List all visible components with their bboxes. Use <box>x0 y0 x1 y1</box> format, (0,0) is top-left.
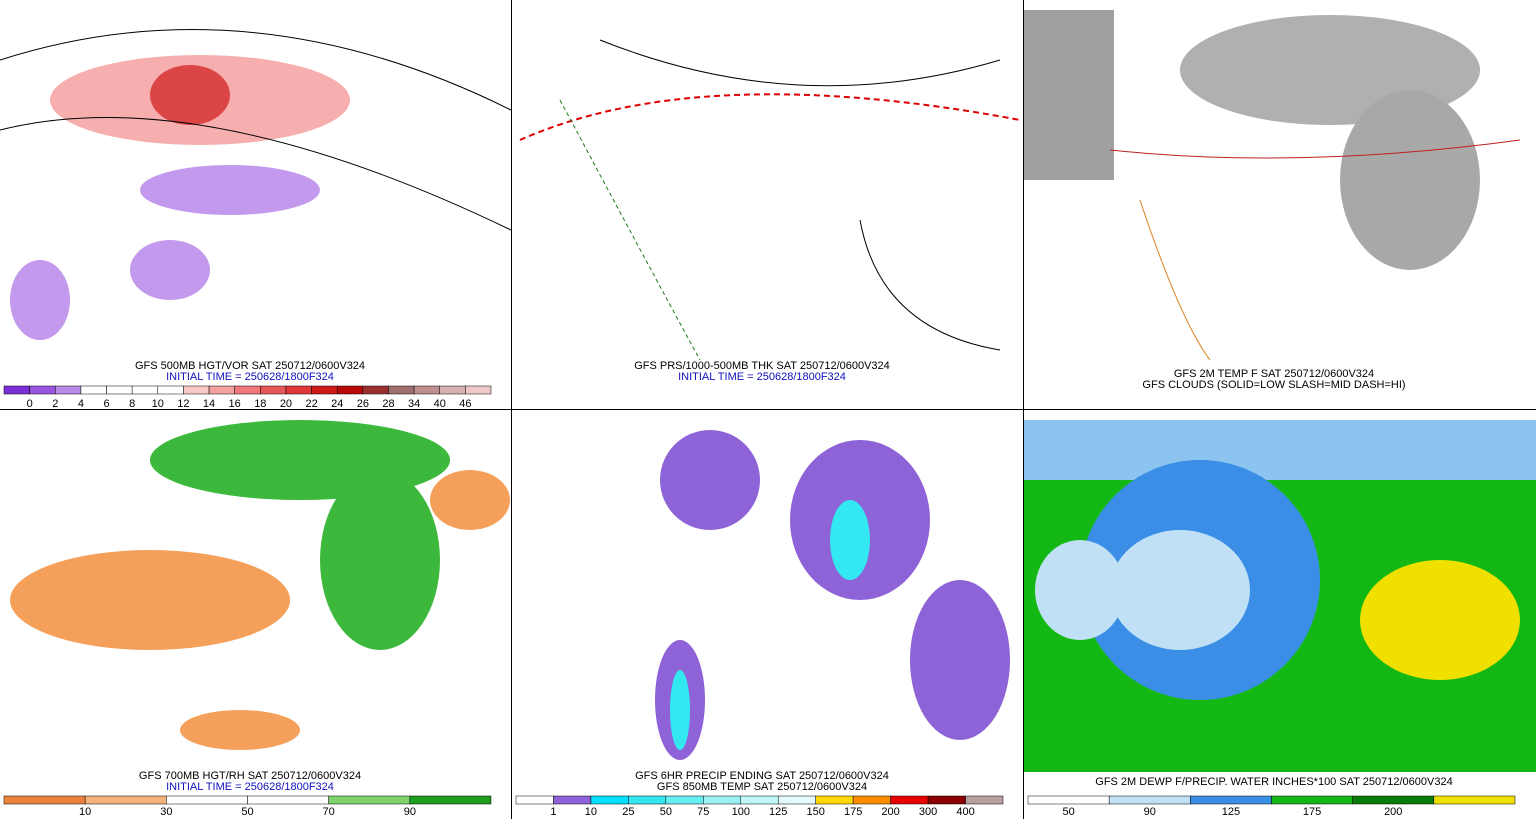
caption: GFS 500MB HGT/VOR SAT 250712/0600V324 <box>135 360 365 372</box>
colorbar-label: 0 <box>27 398 33 410</box>
colorbar-label: 6 <box>103 398 109 410</box>
colorbar-segment <box>590 795 629 805</box>
colorbar-label: 14 <box>203 398 215 410</box>
colorbar-segment <box>1433 795 1516 805</box>
colorbar-segment <box>1271 795 1353 805</box>
colorbar-label: 2 <box>52 398 58 410</box>
caption: GFS 700MB HGT/RH SAT 250712/0600V324 <box>139 770 361 782</box>
colorbar-segment <box>29 385 56 395</box>
colorbar-label: 25 <box>622 806 634 818</box>
colorbar-label: 1 <box>550 806 556 818</box>
colorbar-segment <box>106 385 133 395</box>
colorbar-segment <box>965 795 1004 805</box>
colorbar-segment <box>336 385 364 395</box>
colorbar-segment <box>1352 795 1435 805</box>
colorbar-label: 12 <box>177 398 189 410</box>
colorbar-label: 50 <box>660 806 672 818</box>
colorbar-label: 18 <box>254 398 266 410</box>
caption: INITIAL TIME = 250628/1800F324 <box>678 371 846 383</box>
colorbar-segment <box>439 385 466 395</box>
colorbar-label: 26 <box>357 398 369 410</box>
colorbar-label: 16 <box>229 398 241 410</box>
colorbar-segment <box>815 795 854 805</box>
colorbar-segment <box>515 795 554 805</box>
colorbar-segment <box>927 795 966 805</box>
colorbar-segment <box>409 795 492 805</box>
colorbar-segment <box>413 385 440 395</box>
colorbar-segment <box>1190 795 1272 805</box>
colorbar-segment <box>628 795 667 805</box>
colorbar-label: 70 <box>323 806 335 818</box>
colorbar-label: 100 <box>732 806 750 818</box>
colorbar-segment <box>55 385 82 395</box>
colorbar-segment <box>1108 795 1191 805</box>
caption: GFS CLOUDS (SOLID=LOW SLASH=MID DASH=HI) <box>1142 379 1405 391</box>
colorbar-label: 125 <box>1222 806 1240 818</box>
colorbar-segment <box>328 795 411 805</box>
colorbar-label: 200 <box>881 806 899 818</box>
colorbar-label: 30 <box>160 806 172 818</box>
colorbar-segment <box>777 795 816 805</box>
colorbar-label: 10 <box>585 806 597 818</box>
colorbar-segment <box>80 385 107 395</box>
colorbar-segment <box>1027 795 1110 805</box>
colorbar-segment <box>3 385 30 395</box>
caption: GFS 850MB TEMP SAT 250712/0600V324 <box>657 781 867 793</box>
colorbar-segment <box>665 795 704 805</box>
colorbar-segment <box>362 385 389 395</box>
colorbar-label: 175 <box>844 806 862 818</box>
colorbar-label: 8 <box>129 398 135 410</box>
colorbar-segment <box>234 385 261 395</box>
colorbar-label: 125 <box>769 806 787 818</box>
colorbar-label: 28 <box>382 398 394 410</box>
colorbar-segment <box>465 385 492 395</box>
colorbar-label: 300 <box>919 806 937 818</box>
caption: GFS PRS/1000-500MB THK SAT 250712/0600V3… <box>634 360 890 372</box>
colorbar-segment <box>247 795 329 805</box>
colorbar-label: 46 <box>459 398 471 410</box>
colorbar-label: 24 <box>331 398 343 410</box>
colorbar-label: 20 <box>280 398 292 410</box>
colorbar-segment <box>157 385 184 395</box>
colorbar-segment <box>740 795 779 805</box>
colorbar-segment <box>388 385 415 395</box>
caption: INITIAL TIME = 250628/1800F324 <box>166 371 334 383</box>
colorbar-label: 10 <box>152 398 164 410</box>
colorbar-segment <box>131 385 159 395</box>
caption: GFS 6HR PRECIP ENDING SAT 250712/0600V32… <box>635 770 889 782</box>
colorbar-label: 40 <box>434 398 446 410</box>
colorbar-label: 4 <box>78 398 84 410</box>
colorbar-label: 75 <box>697 806 709 818</box>
colorbar-segment <box>183 385 210 395</box>
caption: GFS 2M DEWP F/PRECIP. WATER INCHES*100 S… <box>1095 776 1452 788</box>
colorbar-label: 50 <box>1062 806 1074 818</box>
colorbar-segment <box>703 795 742 805</box>
colorbar-segment <box>311 385 338 395</box>
colorbar-segment <box>208 385 235 395</box>
colorbar-label: 175 <box>1303 806 1321 818</box>
colorbar-segment <box>890 795 929 805</box>
colorbar-segment <box>260 385 287 395</box>
colorbar-segment <box>3 795 86 805</box>
caption: GFS 2M TEMP F SAT 250712/0600V324 <box>1174 368 1374 380</box>
colorbar-segment <box>852 795 891 805</box>
colorbar-label: 50 <box>241 806 253 818</box>
colorbar-label: 90 <box>1144 806 1156 818</box>
colorbar-segment <box>285 385 312 395</box>
colorbar-segment <box>84 795 167 805</box>
map-backgrounds <box>0 10 1536 772</box>
colorbar-label: 200 <box>1384 806 1402 818</box>
colorbar-label: 90 <box>404 806 416 818</box>
colorbar-segment <box>166 795 248 805</box>
colorbar-label: 10 <box>79 806 91 818</box>
colorbar-segment <box>553 795 592 805</box>
colorbar-label: 400 <box>956 806 974 818</box>
colorbar-label: 22 <box>305 398 317 410</box>
caption: INITIAL TIME = 250628/1800F324 <box>166 781 334 793</box>
colorbar-label: 34 <box>408 398 420 410</box>
colorbar-label: 150 <box>807 806 825 818</box>
